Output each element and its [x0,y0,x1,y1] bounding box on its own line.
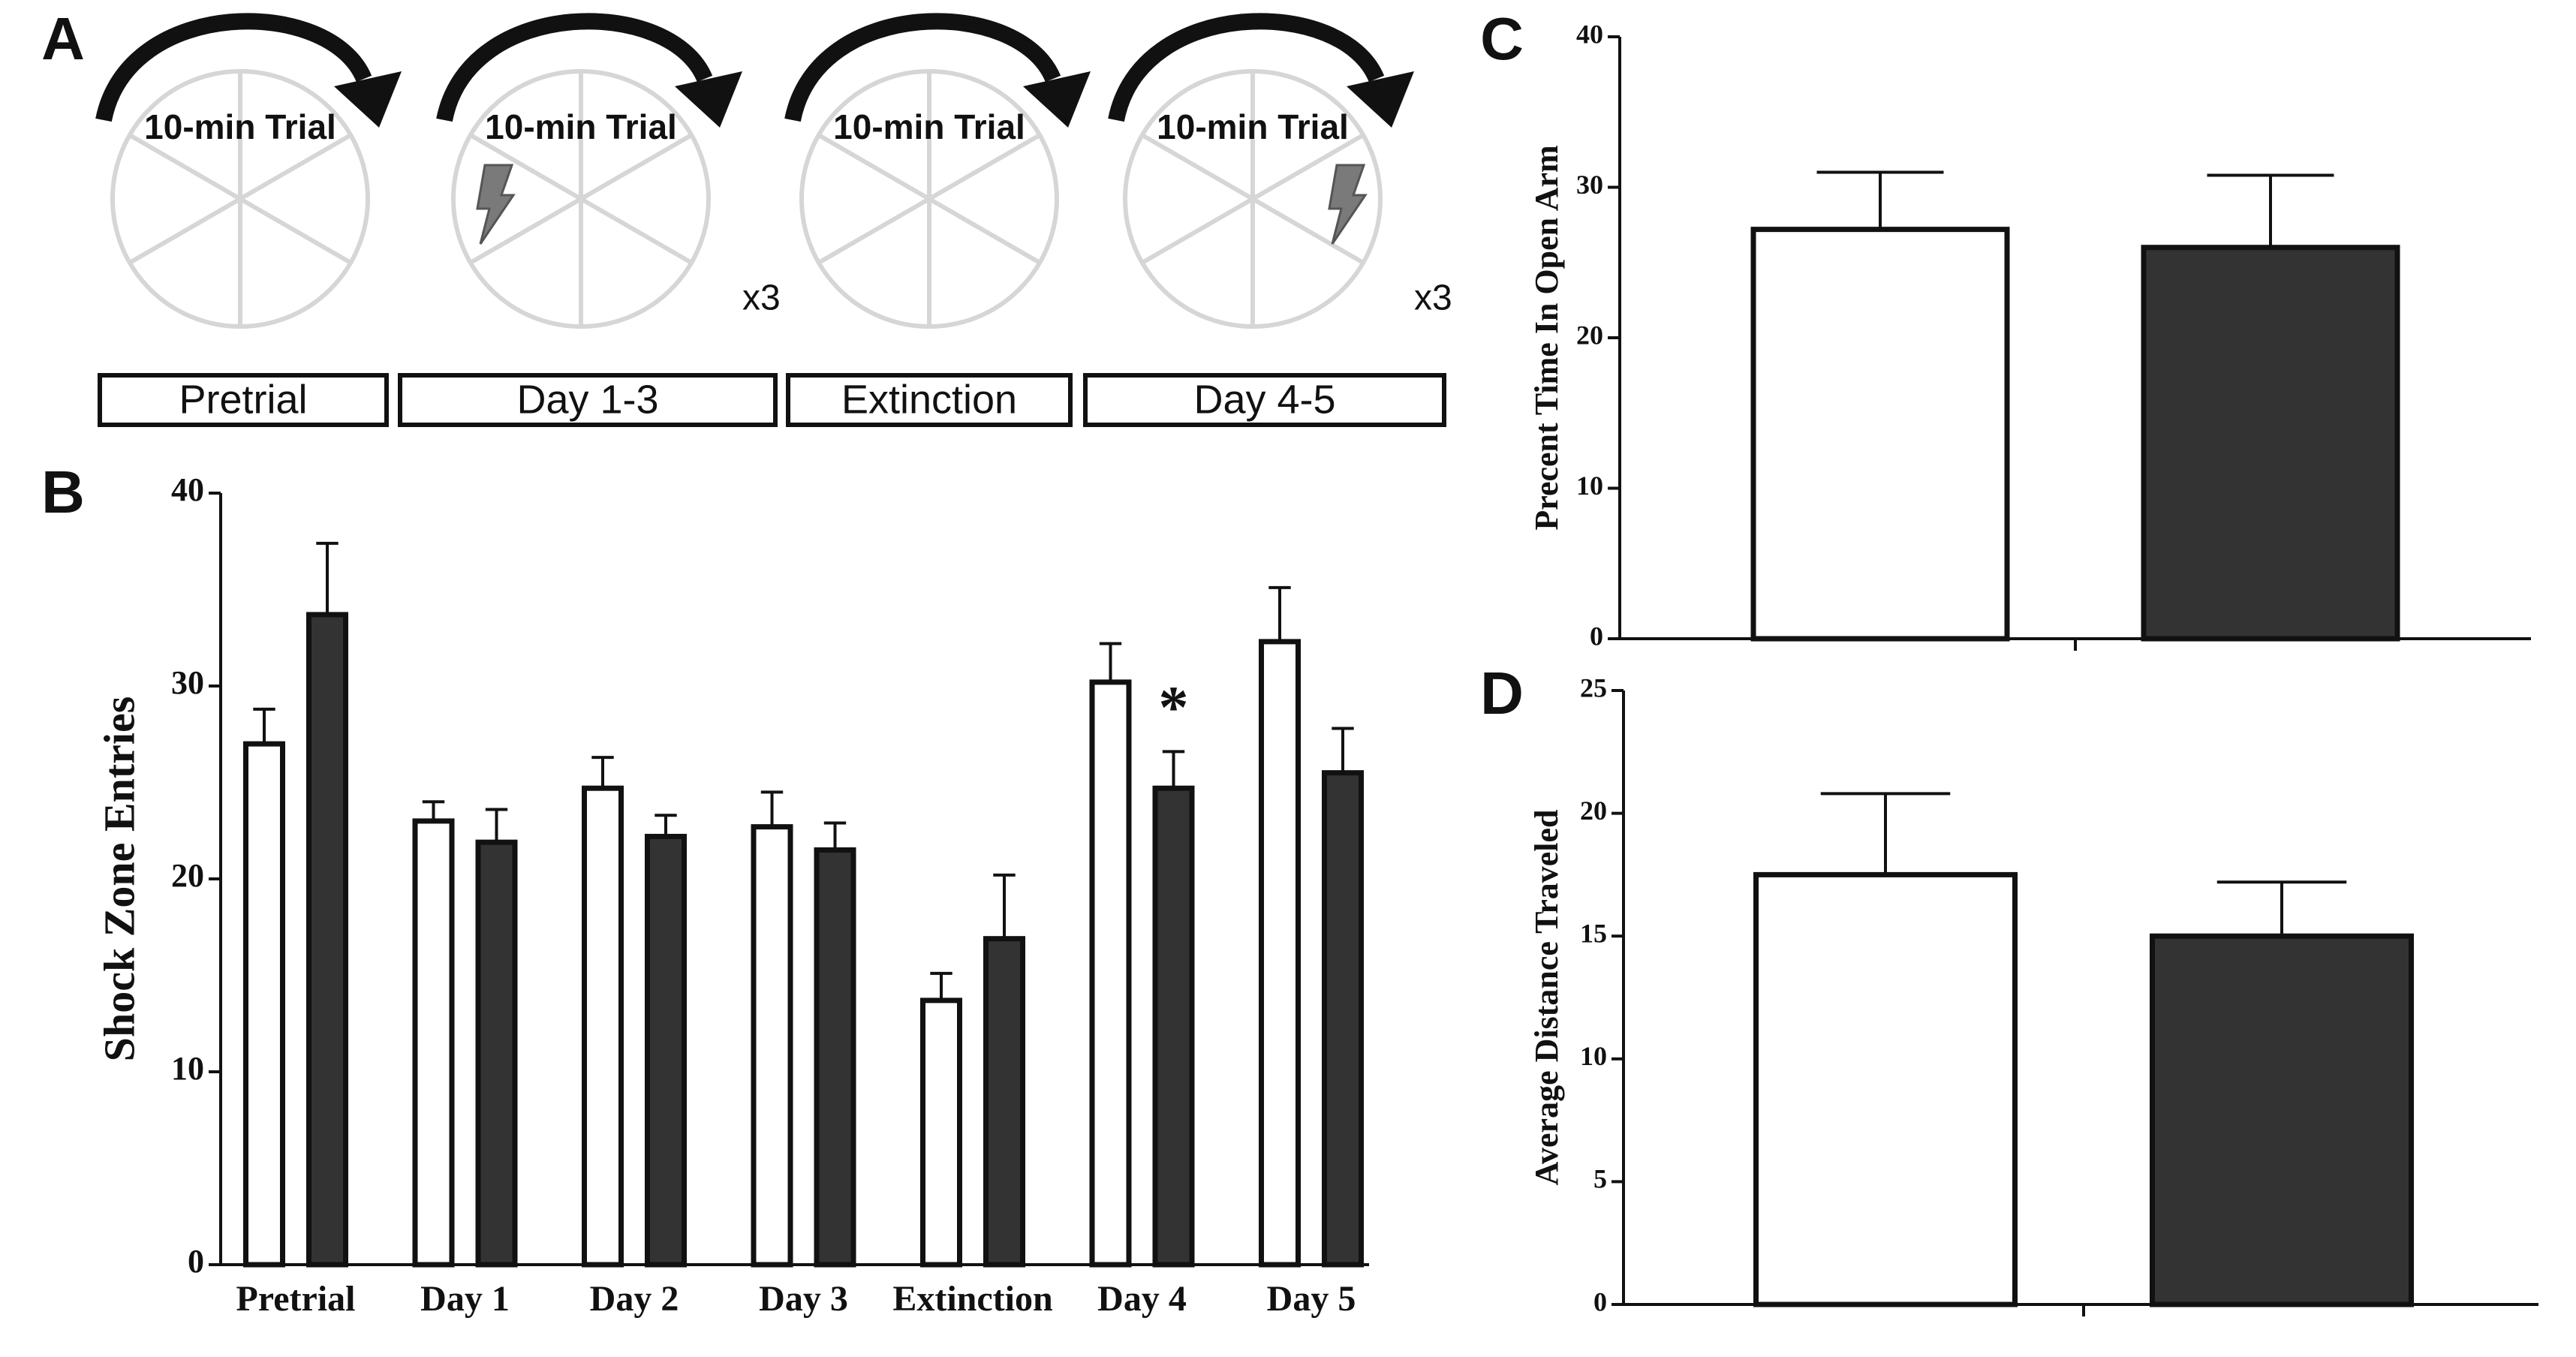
bar [751,824,793,1268]
bar [1322,770,1364,1268]
y-tick-label: 10 [171,1050,204,1087]
bar [1089,679,1132,1268]
trial-arrow [1108,13,1385,122]
bar [645,833,687,1268]
bar [1259,639,1301,1268]
repeat-label: x3 [1414,278,1452,318]
x-tick-label: Day 2 [590,1279,679,1319]
y-tick-label: 30 [171,664,204,701]
trial-arrow [436,13,713,122]
trial-label: 10-min Trial [485,107,677,146]
y-tick-label: 0 [1590,621,1603,651]
phase-label: Day 4-5 [1193,377,1335,422]
panel-label: A [41,5,85,72]
panel-label: D [1480,660,1524,727]
x-tick-label: Day 3 [759,1279,848,1319]
y-axis-label: Precent Time In Open Arm [1528,145,1565,530]
repeat-label: x3 [742,278,781,318]
arrow-head [1347,71,1414,128]
x-tick-label: Day 1 [420,1279,510,1319]
phase-label: Extinction [841,377,1017,422]
y-tick-label: 10 [1580,1041,1607,1071]
trial-label: 10-min Trial [1157,107,1349,146]
phase-box [1083,373,1446,427]
phase-label: Day 1-3 [516,377,658,422]
y-tick-label: 20 [1576,320,1603,350]
maze-arm [1141,133,1365,265]
maze-arm [817,133,1041,265]
y-tick-label: 0 [188,1243,204,1280]
annotation: * [1159,675,1189,742]
y-tick-label: 5 [1593,1164,1607,1194]
y-axis-label: Average Distance Traveled [1528,810,1565,1186]
y-tick-label: 0 [1593,1286,1607,1316]
bar [1152,785,1195,1268]
panel-label: B [41,459,85,525]
bar [412,818,455,1268]
bar [582,785,624,1268]
phase-box [786,373,1073,427]
phase-label: Pretrial [179,377,307,422]
y-tick-label: 40 [1576,19,1603,49]
maze-arm [469,133,693,265]
panel-label: C [1480,5,1524,72]
maze-arm [128,133,352,265]
y-tick-label: 15 [1580,918,1607,948]
x-tick-label: Pretrial [236,1279,355,1319]
shock-icon [1328,164,1368,245]
trial-label: 10-min Trial [144,107,336,146]
phase-box [398,373,778,427]
y-tick-label: 10 [1576,471,1603,501]
x-tick-label: Day 4 [1097,1279,1187,1319]
arrow-head [334,71,402,128]
bar [243,741,285,1268]
bar [920,997,962,1268]
y-tick-label: 40 [171,471,204,508]
y-tick-label: 20 [171,857,204,894]
y-tick-label: 25 [1580,672,1607,703]
bar [475,839,518,1268]
arrow-head [675,71,742,128]
y-tick-label: 30 [1576,170,1603,200]
bar [814,847,856,1268]
y-tick-label: 20 [1580,796,1607,826]
bar [306,612,348,1268]
y-axis-label: Shock Zone Entries [95,697,143,1062]
bar [2141,245,2400,642]
bar [2150,933,2414,1307]
x-tick-label: Extinction [892,1279,1052,1319]
bar [983,936,1025,1268]
trial-arrow [95,13,372,122]
arrow-head [1023,71,1091,128]
trial-arrow [784,13,1061,122]
shock-icon [476,164,516,245]
bar [1753,871,2018,1307]
x-tick-label: Day 5 [1267,1279,1356,1319]
bar [1750,227,2010,642]
phase-box [98,373,389,427]
trial-label: 10-min Trial [833,107,1025,146]
